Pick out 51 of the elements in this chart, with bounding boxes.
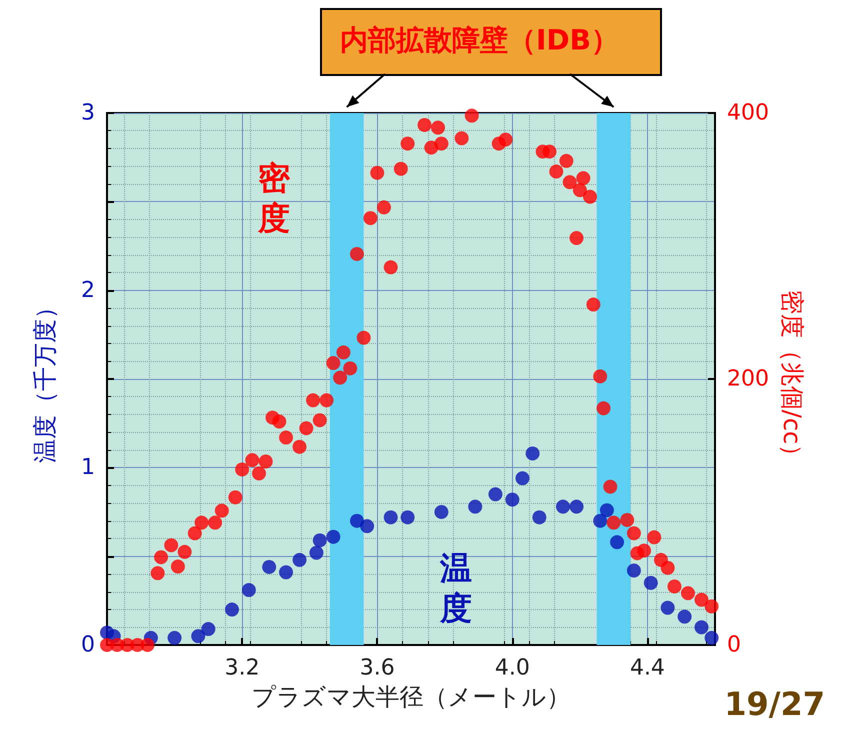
- series-label: 密度: [257, 159, 291, 237]
- point: [556, 500, 570, 514]
- point: [312, 533, 327, 548]
- y2-axis-title: 密度（兆個/cc）: [778, 290, 806, 468]
- y2-tick-label: 200: [727, 366, 769, 392]
- point: [201, 622, 216, 636]
- x-tick-label: 4.4: [630, 656, 665, 680]
- point: [626, 564, 641, 578]
- y-tick-label: 3: [81, 100, 95, 126]
- x-tick-label: 4.0: [494, 656, 530, 680]
- point: [678, 610, 692, 624]
- point: [168, 630, 182, 645]
- point: [279, 565, 294, 580]
- point: [488, 487, 502, 502]
- point: [644, 576, 658, 590]
- point: [262, 560, 276, 574]
- y2-tick-label: 400: [727, 100, 769, 126]
- point: [224, 602, 239, 617]
- y-axis-title: 温度（千万度）: [31, 295, 59, 463]
- point: [532, 510, 546, 524]
- point: [360, 519, 374, 534]
- point: [570, 500, 584, 514]
- x-tick-label: 3.2: [224, 656, 260, 680]
- x-tick-label: 3.6: [360, 656, 395, 680]
- point: [400, 510, 415, 524]
- point: [350, 514, 364, 528]
- y-tick-label: 1: [81, 455, 95, 480]
- point: [694, 620, 708, 634]
- point: [326, 530, 340, 544]
- x-axis-title: プラズマ大半径（メートル）: [252, 683, 570, 711]
- point: [384, 510, 398, 524]
- text: 内部拡散障壁（IDB）: [340, 24, 620, 56]
- point: [515, 471, 530, 486]
- series-label: 温度: [439, 549, 472, 627]
- text: 19/27: [724, 685, 825, 723]
- y-tick-label: 2: [81, 278, 95, 303]
- point: [704, 630, 719, 645]
- point: [292, 552, 307, 567]
- point: [505, 492, 520, 507]
- point: [242, 583, 256, 598]
- point: [526, 446, 540, 460]
- point: [468, 500, 482, 514]
- point: [593, 514, 608, 528]
- point: [191, 629, 206, 644]
- point: [610, 535, 624, 550]
- point: [660, 600, 675, 615]
- point: [309, 546, 324, 560]
- y-tick-label: 0: [81, 632, 95, 658]
- point: [434, 505, 448, 519]
- point: [600, 503, 614, 518]
- y2-tick-label: 0: [727, 632, 741, 658]
